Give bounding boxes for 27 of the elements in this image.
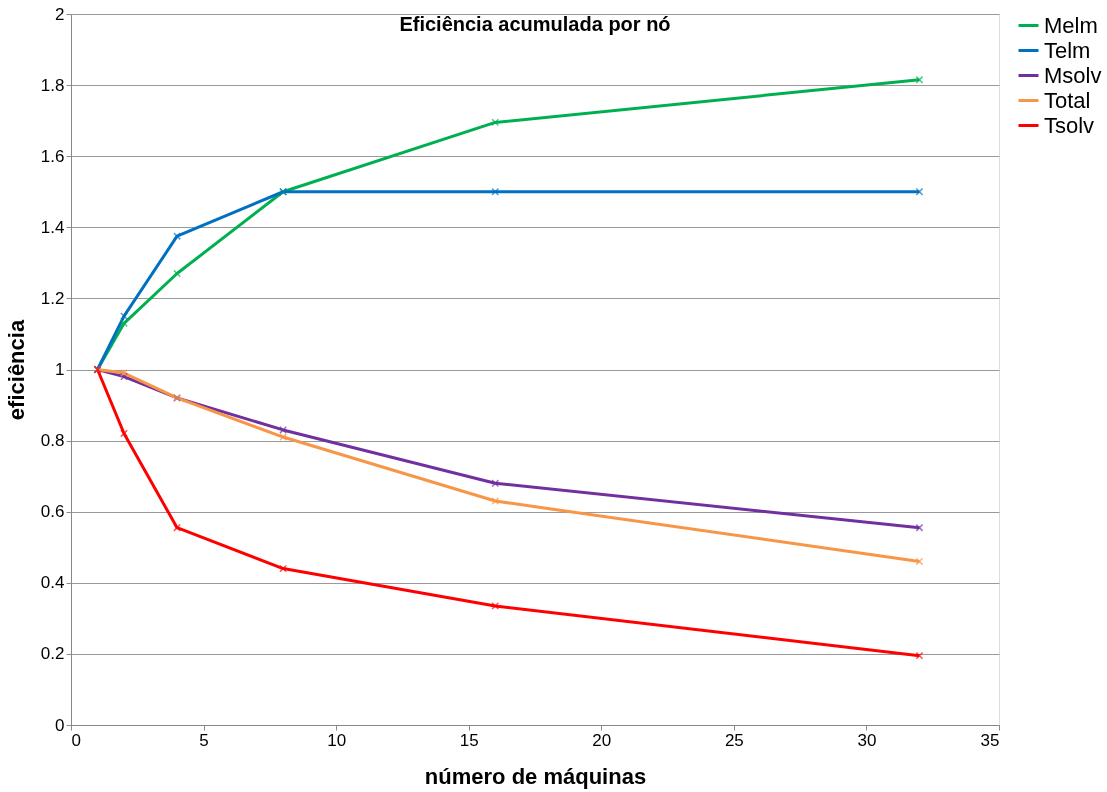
x-tick-label: 10 bbox=[327, 730, 347, 750]
y-tick-label: 1.6 bbox=[40, 146, 65, 166]
y-axis-title: eficiência bbox=[3, 319, 29, 421]
y-tick-label: 1 bbox=[55, 360, 65, 379]
legend-label: Telm bbox=[1044, 37, 1091, 63]
legend-label: Msolv bbox=[1044, 62, 1102, 88]
y-tick-label: 0.2 bbox=[40, 644, 65, 664]
legend-label: Melm bbox=[1044, 12, 1098, 38]
x-tick-label: 25 bbox=[724, 730, 744, 750]
y-tick-label: 0 bbox=[55, 715, 65, 735]
y-tick-label: 0.6 bbox=[40, 502, 65, 522]
y-tick-label: 1.2 bbox=[40, 288, 65, 308]
y-tick-label: 2 bbox=[55, 4, 65, 24]
x-tick-label: 20 bbox=[592, 730, 612, 750]
x-tick-label: 15 bbox=[459, 730, 479, 750]
y-tick-label: 1.4 bbox=[40, 217, 65, 237]
chart-title: Eficiência acumulada por nó bbox=[399, 13, 671, 35]
legend-label: Tsolv bbox=[1044, 112, 1095, 138]
y-tick-label: 0.4 bbox=[40, 573, 65, 593]
x-tick-label: 35 bbox=[980, 730, 1000, 750]
y-tick-label: 0.8 bbox=[40, 431, 65, 451]
x-axis-title: número de máquinas bbox=[424, 763, 647, 789]
x-tick-label: 0 bbox=[71, 730, 81, 750]
y-tick-label: 1.8 bbox=[40, 75, 65, 95]
legend-label: Total bbox=[1044, 87, 1091, 113]
x-tick-label: 5 bbox=[199, 730, 209, 750]
x-tick-label: 30 bbox=[857, 730, 877, 750]
